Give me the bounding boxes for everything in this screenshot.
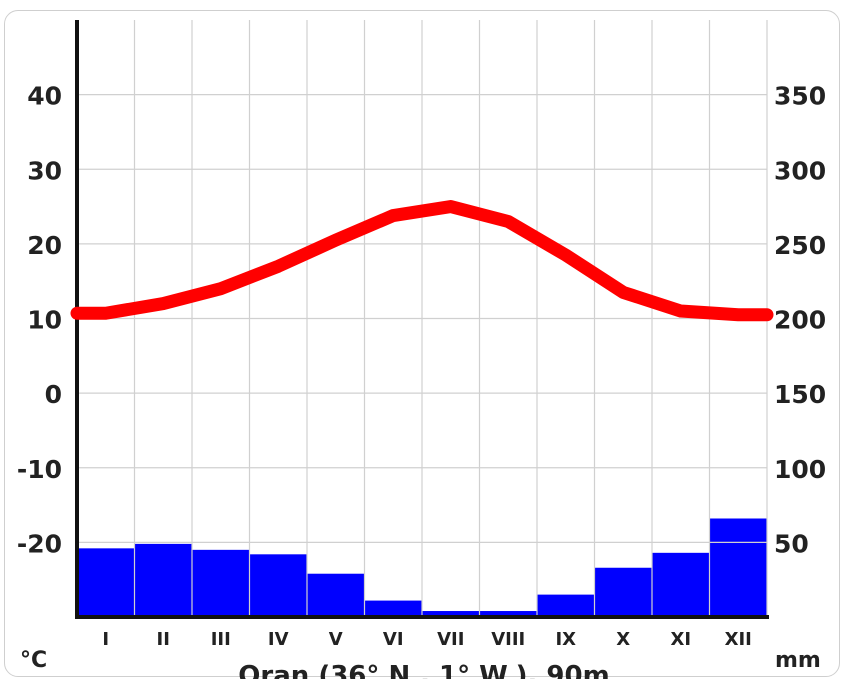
precipitation-bar-VIII bbox=[479, 611, 537, 617]
right-tick-label: 200 bbox=[774, 306, 826, 335]
temperature-point-II bbox=[157, 297, 170, 310]
left-tick-label: 30 bbox=[27, 156, 62, 185]
left-tick-label: 0 bbox=[45, 380, 62, 409]
month-label: I bbox=[102, 629, 109, 650]
precipitation-bar-VII bbox=[422, 611, 480, 617]
month-label: XI bbox=[670, 629, 691, 650]
precipitation-bar-VI bbox=[364, 600, 422, 617]
chart-frame bbox=[4, 10, 840, 677]
precipitation-bar-I bbox=[77, 548, 135, 617]
precipitation-bar-II bbox=[134, 543, 192, 617]
chart-title: Oran (36° N., 1° W.), 90m bbox=[238, 661, 609, 679]
month-label: X bbox=[616, 629, 630, 650]
temperature-point-XII bbox=[732, 308, 745, 321]
precipitation-bar-XI bbox=[652, 552, 710, 617]
precipitation-bar-XII bbox=[709, 518, 767, 617]
month-label: VI bbox=[383, 629, 404, 650]
right-tick-label: 300 bbox=[774, 156, 826, 185]
left-tick-label: 40 bbox=[27, 82, 62, 111]
precipitation-bar-IX bbox=[537, 594, 595, 617]
left-unit-label: °C bbox=[20, 648, 47, 673]
temperature-line bbox=[70, 200, 774, 322]
month-label: II bbox=[157, 629, 170, 650]
precipitation-bar-V bbox=[307, 573, 365, 617]
month-label: IV bbox=[268, 629, 289, 650]
temperature-point-VII bbox=[444, 200, 457, 213]
month-label: IX bbox=[555, 629, 576, 650]
month-label: VIII bbox=[491, 629, 525, 650]
right-unit-label: mm bbox=[775, 648, 821, 673]
temperature-point-VI bbox=[387, 209, 400, 222]
temperature-point-IV bbox=[272, 260, 285, 273]
temperature-point-V bbox=[329, 234, 342, 247]
month-label: XII bbox=[725, 629, 752, 650]
right-tick-label: 350 bbox=[774, 82, 826, 111]
temperature-point-X bbox=[617, 286, 630, 299]
temperature-point-XI bbox=[674, 305, 687, 318]
temperature-point-I bbox=[99, 307, 112, 320]
right-tick-label: 250 bbox=[774, 231, 826, 260]
left-tick-label: 20 bbox=[27, 231, 62, 260]
month-label: VII bbox=[437, 629, 464, 650]
temperature-point-III bbox=[214, 282, 227, 295]
right-tick-label: 50 bbox=[774, 529, 809, 558]
precipitation-bar-IV bbox=[249, 554, 307, 617]
temperature-point-VIII bbox=[502, 215, 515, 228]
right-tick-label: 100 bbox=[774, 455, 826, 484]
month-label: III bbox=[211, 629, 231, 650]
left-tick-label: -10 bbox=[17, 455, 62, 484]
temperature-point-IX bbox=[559, 249, 572, 262]
precipitation-bar-III bbox=[192, 549, 250, 617]
right-tick-label: 150 bbox=[774, 380, 826, 409]
month-label: V bbox=[329, 629, 343, 650]
precipitation-bar-X bbox=[594, 567, 652, 617]
left-tick-label: -20 bbox=[17, 529, 62, 558]
left-tick-label: 10 bbox=[27, 306, 62, 335]
